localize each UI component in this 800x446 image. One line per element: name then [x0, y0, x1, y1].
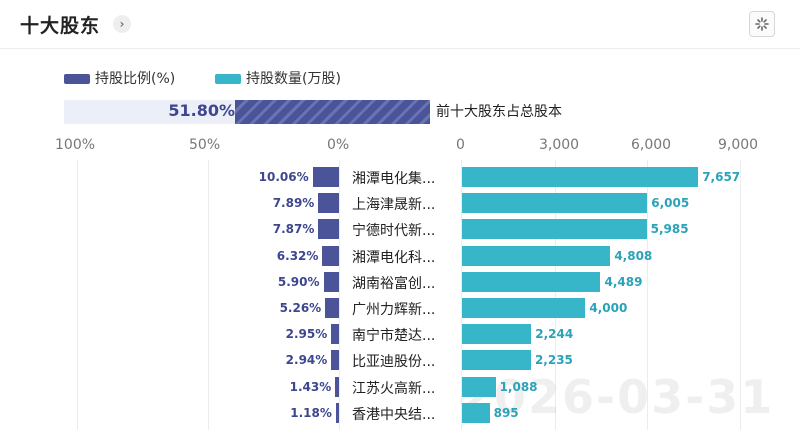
legend-pct[interactable]: 持股比例(%) [64, 68, 175, 88]
pct-bar[interactable] [335, 376, 339, 397]
right-tick-0: 0 [456, 137, 465, 153]
legend-pct-label: 持股比例(%) [95, 71, 176, 87]
shareholder-name[interactable]: 湘潭电化集... [352, 171, 436, 187]
right-tick-6000: 6,000 [631, 137, 672, 153]
qty-bar[interactable] [462, 324, 532, 345]
pct-label: 5.26% [279, 301, 322, 315]
qty-label: 5,985 [650, 222, 689, 237]
panel-header: 十大股东 › [0, 0, 800, 49]
shareholder-name[interactable]: 湘潭电化科... [352, 249, 436, 266]
qty-label: 1,088 [499, 379, 538, 394]
summary-bar-fill [235, 100, 430, 124]
pct-label: 10.06% [258, 170, 309, 184]
summary-pct: 51.80% [168, 101, 235, 120]
pct-bar[interactable] [331, 350, 339, 371]
shareholder-name[interactable]: 南宁市楚达... [352, 328, 436, 345]
qty-label: 4,000 [589, 301, 628, 315]
qty-bar[interactable] [462, 167, 699, 187]
shareholder-name[interactable]: 湖南裕富创... [352, 275, 436, 292]
shareholder-name[interactable]: 广州力辉新... [352, 302, 436, 318]
pct-bar[interactable] [323, 271, 339, 292]
right-tick-3000: 3,000 [539, 137, 580, 153]
summary-label: 前十大股东占总股本 [436, 104, 562, 120]
pct-label: 2.95% [285, 327, 328, 342]
left-tick-100: 100% [55, 137, 96, 153]
legend-qty[interactable]: 持股数量(万股) [215, 68, 341, 88]
pct-bar[interactable] [331, 324, 339, 345]
qty-bar[interactable] [462, 402, 490, 423]
shareholder-name[interactable]: 宁德时代新... [352, 223, 436, 240]
pct-bar[interactable] [312, 167, 339, 187]
legend-pct-swatch [64, 74, 90, 84]
qty-label: 2,244 [535, 327, 574, 342]
qty-bar[interactable] [462, 376, 496, 397]
pct-bar[interactable] [318, 219, 339, 240]
legend-qty-label: 持股数量(万股) [246, 71, 341, 87]
pct-bar[interactable] [325, 298, 339, 318]
grid-line [339, 160, 340, 430]
qty-label: 7,657 [702, 170, 741, 184]
pct-label: 2.94% [285, 353, 328, 368]
grid-line [555, 160, 556, 430]
chevron-right-icon[interactable]: › [113, 15, 131, 33]
qty-bar[interactable] [462, 193, 648, 214]
left-tick-50: 50% [189, 137, 221, 153]
shareholder-name[interactable]: 比亚迪股份... [352, 354, 436, 371]
grid-line [77, 160, 78, 430]
qty-label: 2,235 [534, 353, 573, 368]
qty-bar[interactable] [462, 271, 601, 292]
pct-bar[interactable] [318, 193, 339, 214]
pct-bar[interactable] [322, 245, 339, 266]
qty-bar[interactable] [462, 219, 647, 240]
right-tick-9000: 9,000 [718, 137, 759, 153]
pct-label: 7.87% [272, 222, 315, 237]
pct-label: 1.18% [290, 405, 332, 420]
summary-bar-track [64, 100, 430, 124]
grid-line [208, 160, 209, 430]
left-tick-0: 0% [327, 137, 350, 153]
grid-line [740, 160, 741, 430]
pct-label: 5.90% [277, 274, 320, 289]
qty-label: 895 [493, 405, 519, 420]
panel-title: 十大股东 [20, 15, 101, 37]
shareholder-name[interactable]: 上海津晟新... [352, 197, 436, 214]
pct-label: 6.32% [276, 248, 319, 263]
pct-bar[interactable] [335, 402, 339, 423]
pct-label: 7.89% [272, 196, 315, 211]
qty-bar[interactable] [462, 245, 611, 266]
pct-label: 1.43% [289, 379, 332, 394]
qty-label: 6,005 [651, 196, 690, 211]
qty-label: 4,489 [604, 274, 643, 289]
grid-line [461, 160, 462, 430]
settings-icon[interactable] [749, 11, 775, 37]
grid-line [647, 160, 648, 430]
qty-label: 4,808 [614, 248, 653, 263]
legend-qty-swatch [215, 74, 241, 84]
shareholder-name[interactable]: 香港中央结... [352, 406, 436, 423]
qty-bar[interactable] [462, 298, 586, 318]
date-watermark: 2026-03-31 [460, 370, 775, 424]
qty-bar[interactable] [462, 350, 531, 371]
sparkle-icon [755, 17, 769, 31]
shareholder-name[interactable]: 江苏火高新... [352, 380, 436, 397]
